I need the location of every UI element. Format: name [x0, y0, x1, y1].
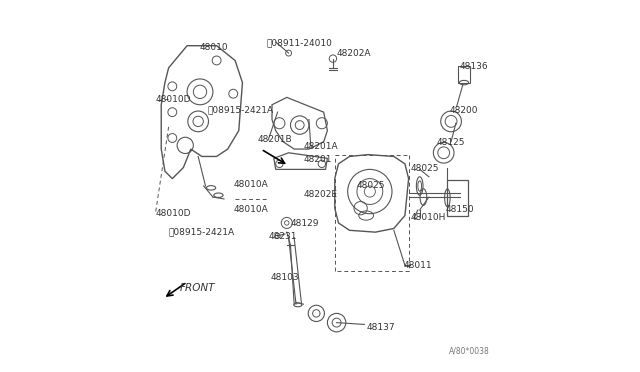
Text: 48202A: 48202A	[337, 49, 371, 58]
Text: 48025: 48025	[357, 181, 385, 190]
Text: ⓜ08915-2421A: ⓜ08915-2421A	[207, 106, 273, 115]
Text: 48010A: 48010A	[233, 180, 268, 189]
Text: 48010H: 48010H	[410, 213, 446, 222]
Text: A/80*0038: A/80*0038	[449, 347, 490, 356]
Text: 48200: 48200	[449, 106, 477, 115]
Text: 48011: 48011	[403, 261, 432, 270]
Text: 48103: 48103	[270, 273, 299, 282]
Text: 48231: 48231	[268, 232, 297, 241]
Bar	[447, 180, 468, 215]
Text: 48150: 48150	[445, 205, 474, 215]
Text: ⓝ08911-24010: ⓝ08911-24010	[266, 39, 332, 48]
Text: ⓜ08915-2421A: ⓜ08915-2421A	[168, 228, 235, 237]
Text: 48202E: 48202E	[303, 190, 337, 199]
Text: 48136: 48136	[460, 61, 488, 71]
Text: 48010D: 48010D	[156, 209, 191, 218]
Text: 48201A: 48201A	[303, 142, 338, 151]
Text: 48201B: 48201B	[257, 135, 292, 144]
Text: 48010A: 48010A	[233, 205, 268, 215]
Text: 48129: 48129	[291, 219, 319, 228]
Text: 48201: 48201	[303, 155, 332, 164]
Text: 48010: 48010	[200, 43, 228, 52]
Text: 48010D: 48010D	[156, 95, 191, 104]
Text: FRONT: FRONT	[180, 283, 215, 292]
Text: 48137: 48137	[366, 323, 395, 331]
Bar	[458, 66, 470, 83]
Text: 48125: 48125	[436, 138, 465, 147]
Text: 48025: 48025	[410, 164, 439, 173]
